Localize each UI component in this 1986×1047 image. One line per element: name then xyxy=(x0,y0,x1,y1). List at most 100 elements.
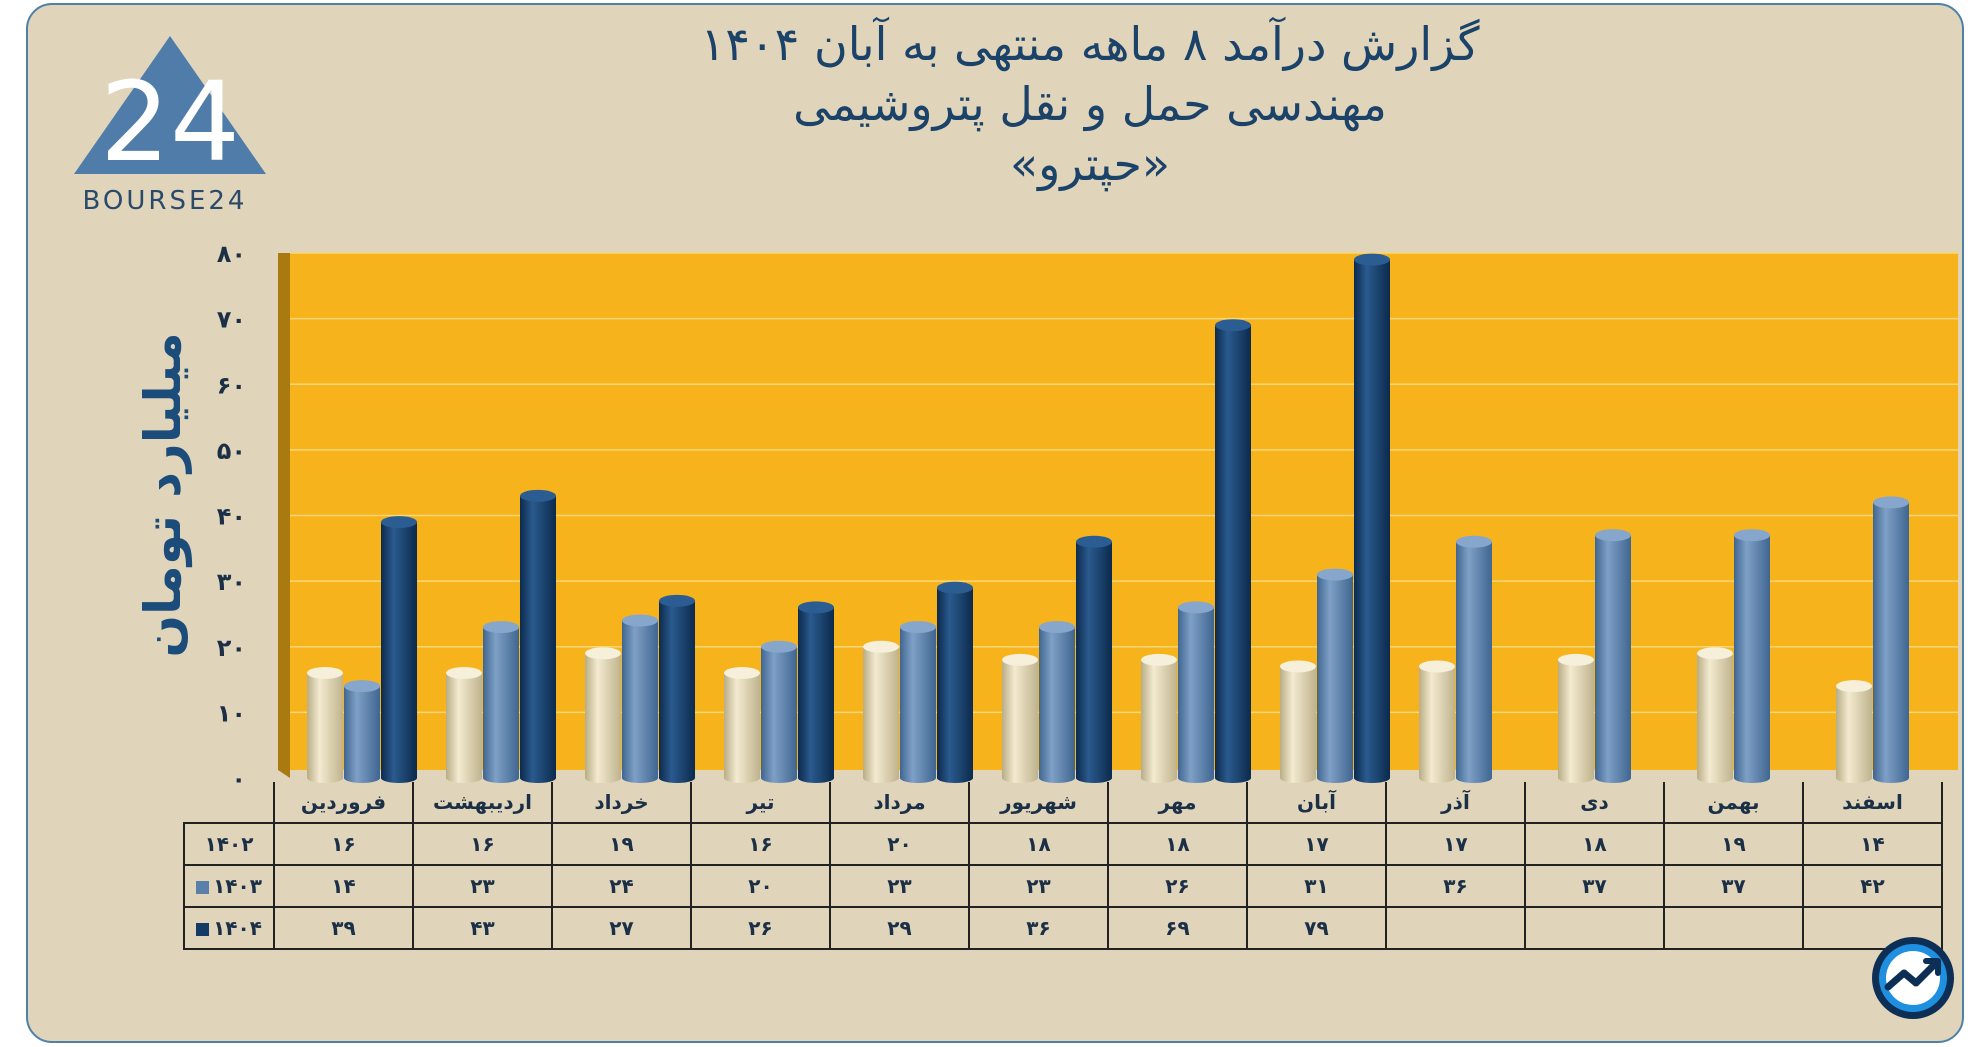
data-label: ۲۳ xyxy=(829,864,970,908)
data-label: ۱۹ xyxy=(1663,822,1804,866)
bar xyxy=(585,647,621,783)
y-tick-label: ۴۰ xyxy=(217,503,246,531)
bar xyxy=(1697,647,1733,783)
bar xyxy=(1558,653,1594,783)
data-label: ۱۴ xyxy=(1802,822,1943,866)
data-label: ۱۹ xyxy=(551,822,692,866)
y-tick-label: ۶۰ xyxy=(217,371,246,399)
y-tick-label: ۱۰ xyxy=(217,699,246,727)
data-label: ۲۶ xyxy=(1107,864,1248,908)
data-table: فروردین اردیبهشت خرداد تیر مرداد شهریور مهر آبا… xyxy=(183,782,1943,950)
bar xyxy=(1419,660,1455,783)
bar xyxy=(1178,601,1214,783)
category-label: آذر xyxy=(1385,782,1526,824)
data-label: ۲۳ xyxy=(412,864,553,908)
bar xyxy=(381,516,417,783)
logo-mark: 24 xyxy=(100,58,240,186)
bar xyxy=(307,667,343,783)
bar xyxy=(659,594,695,783)
data-label: ۱۸ xyxy=(968,822,1109,866)
data-label: ۳۱ xyxy=(1246,864,1387,908)
category-label: تیر xyxy=(690,782,831,824)
data-label xyxy=(1385,906,1526,950)
table-row: ۱۴۰۴ ۳۹ ۴۳ ۲۷ ۲۶ ۲۹ ۳۶ ۶۹ ۷۹ xyxy=(183,906,1943,950)
data-label: ۲۰ xyxy=(690,864,831,908)
category-label: خرداد xyxy=(551,782,692,824)
bar xyxy=(1595,529,1631,783)
series-name: ۱۴۰۲ xyxy=(183,822,275,866)
data-label: ۲۳ xyxy=(968,864,1109,908)
data-label: ۲۴ xyxy=(551,864,692,908)
data-label: ۴۳ xyxy=(412,906,553,950)
data-label: ۱۷ xyxy=(1385,822,1526,866)
bar xyxy=(1456,535,1492,783)
y-tick-label: ۸۰ xyxy=(217,240,246,268)
bar xyxy=(724,667,760,783)
bars xyxy=(307,253,1909,783)
category-label: شهریور xyxy=(968,782,1109,824)
bar xyxy=(1280,660,1316,783)
bar xyxy=(344,680,380,783)
bar xyxy=(483,621,519,783)
data-label: ۳۹ xyxy=(273,906,414,950)
bar xyxy=(1836,680,1872,783)
bar xyxy=(798,601,834,783)
data-label: ۱۷ xyxy=(1246,822,1387,866)
bar xyxy=(1076,535,1112,783)
data-label: ۳۶ xyxy=(1385,864,1526,908)
category-label: بهمن xyxy=(1663,782,1804,824)
data-label: ۴۲ xyxy=(1802,864,1943,908)
table-row: ۱۴۰۲ ۱۶ ۱۶ ۱۹ ۱۶ ۲۰ ۱۸ ۱۸ ۱۷ ۱۷ ۱۸ ۱۹ ۱۴ xyxy=(183,822,1943,866)
gridlines xyxy=(290,252,1958,714)
title-line-1: گزارش درآمد ۸ ماهه منتهی به آبان ۱۴۰۴ xyxy=(700,17,1480,71)
plot-side-wall xyxy=(278,253,290,778)
bar xyxy=(446,667,482,783)
data-label: ۱۴ xyxy=(273,864,414,908)
data-label xyxy=(1524,906,1665,950)
y-tick-label: ۰ xyxy=(231,765,246,793)
y-tick-label: ۷۰ xyxy=(217,306,246,334)
chart-title: گزارش درآمد ۸ ماهه منتهی به آبان ۱۴۰۴ مه… xyxy=(640,14,1540,194)
bar xyxy=(1141,653,1177,783)
category-label: دی xyxy=(1524,782,1665,824)
category-label: فروردین xyxy=(273,782,414,824)
legend-swatch xyxy=(196,881,210,894)
bar xyxy=(1873,496,1909,783)
data-label: ۲۰ xyxy=(829,822,970,866)
category-label: اردیبهشت xyxy=(412,782,553,824)
series-name: ۱۴۰۴ xyxy=(183,906,275,950)
series-name: ۱۴۰۳ xyxy=(183,864,275,908)
data-label: ۱۶ xyxy=(273,822,414,866)
data-label: ۳۷ xyxy=(1663,864,1804,908)
bar xyxy=(1039,621,1075,783)
title-line-2: مهندسی حمل و نقل پتروشیمی xyxy=(793,77,1387,131)
plot-area xyxy=(290,253,1958,770)
bourse24-logo: 24 xyxy=(74,36,266,186)
bar xyxy=(622,614,658,783)
data-label: ۲۷ xyxy=(551,906,692,950)
table-corner xyxy=(184,782,274,823)
data-label: ۳۷ xyxy=(1524,864,1665,908)
trend-arrow-badge-icon[interactable] xyxy=(1870,935,1956,1021)
bar xyxy=(1317,568,1353,783)
category-label: آبان xyxy=(1246,782,1387,824)
bar xyxy=(900,621,936,783)
bar xyxy=(761,640,797,783)
table-row: ۱۴۰۳ ۱۴ ۲۳ ۲۴ ۲۰ ۲۳ ۲۳ ۲۶ ۳۱ ۳۶ ۳۷ ۳۷ ۴۲ xyxy=(183,864,1943,908)
legend-swatch xyxy=(196,923,210,936)
data-label: ۱۸ xyxy=(1524,822,1665,866)
data-label: ۱۶ xyxy=(690,822,831,866)
bar xyxy=(520,489,556,783)
y-axis-ticks: ۰ ۱۰ ۲۰ ۳۰ ۴۰ ۵۰ ۶۰ ۷۰ ۸۰ xyxy=(217,240,246,793)
bar xyxy=(1215,319,1251,783)
data-label: ۷۹ xyxy=(1246,906,1387,950)
bar xyxy=(1354,253,1390,783)
data-label: ۱۸ xyxy=(1107,822,1248,866)
data-label: ۳۶ xyxy=(968,906,1109,950)
category-label: مرداد xyxy=(829,782,970,824)
data-label: ۲۹ xyxy=(829,906,970,950)
bar xyxy=(937,581,973,783)
category-label: مهر xyxy=(1107,782,1248,824)
bar xyxy=(1734,529,1770,783)
